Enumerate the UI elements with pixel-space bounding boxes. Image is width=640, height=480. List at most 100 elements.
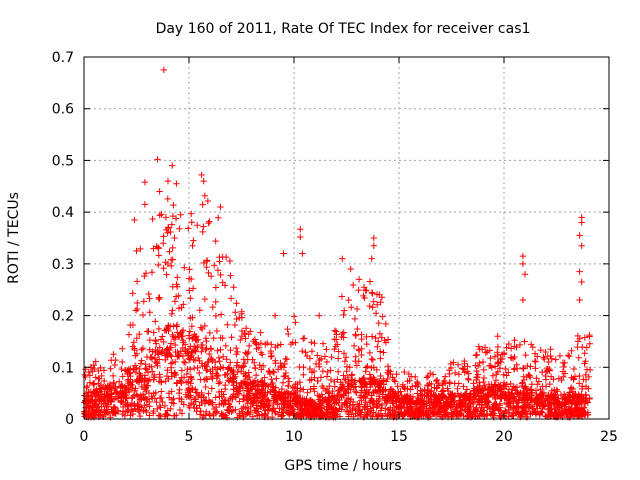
data-point <box>125 331 133 338</box>
data-point <box>187 314 194 322</box>
data-point <box>505 369 512 376</box>
data-point <box>404 385 411 392</box>
data-point <box>136 403 143 410</box>
data-point <box>216 378 224 386</box>
data-point <box>257 378 265 385</box>
data-point <box>258 351 266 358</box>
data-point <box>554 388 561 395</box>
data-point <box>383 378 390 385</box>
data-point <box>122 392 129 400</box>
data-point <box>384 363 392 370</box>
data-point <box>318 391 325 398</box>
data-point <box>324 368 331 376</box>
data-point <box>576 372 583 380</box>
data-point <box>181 341 189 348</box>
data-point <box>323 346 330 353</box>
data-point <box>507 380 514 388</box>
data-point <box>119 358 126 366</box>
data-point <box>568 405 575 413</box>
data-point <box>144 369 152 376</box>
data-point <box>98 395 105 403</box>
data-point <box>124 370 131 378</box>
data-point <box>521 271 529 278</box>
data-point <box>520 399 528 406</box>
data-point <box>175 333 183 340</box>
data-point <box>406 393 413 400</box>
data-point <box>341 307 348 314</box>
data-point <box>363 391 371 399</box>
data-point <box>393 371 400 378</box>
data-point <box>245 369 252 376</box>
data-point <box>350 342 358 350</box>
data-point <box>288 402 296 410</box>
data-point <box>366 278 374 285</box>
data-point <box>300 371 307 378</box>
data-point <box>272 409 279 417</box>
data-point <box>471 385 478 392</box>
data-point <box>380 349 387 356</box>
data-point <box>471 393 479 400</box>
data-point <box>534 394 541 402</box>
data-point <box>511 384 519 391</box>
data-point <box>355 358 363 365</box>
data-point <box>481 384 488 392</box>
data-point <box>397 388 404 395</box>
data-point <box>334 355 342 362</box>
data-point <box>129 321 137 329</box>
data-point <box>179 352 187 360</box>
data-point <box>171 298 179 305</box>
data-point <box>258 366 265 373</box>
data-point <box>473 367 480 375</box>
data-point <box>485 398 492 406</box>
data-point <box>438 394 445 402</box>
data-point <box>518 380 526 387</box>
data-point <box>523 373 530 381</box>
data-point <box>512 387 519 394</box>
data-point <box>141 201 149 208</box>
data-point <box>424 372 432 380</box>
data-point <box>85 368 92 376</box>
x-tick-label: 15 <box>390 429 408 445</box>
data-point <box>274 366 282 373</box>
data-point <box>175 352 182 359</box>
data-point <box>311 388 318 395</box>
data-point <box>217 271 224 279</box>
data-point <box>343 368 350 375</box>
data-point <box>163 226 170 234</box>
data-point <box>215 354 223 362</box>
data-point <box>331 345 338 353</box>
data-point <box>577 410 584 417</box>
data-point <box>221 397 228 404</box>
data-point <box>87 414 95 421</box>
data-point <box>547 406 555 413</box>
data-point <box>187 373 194 380</box>
data-point <box>290 398 298 405</box>
data-point <box>230 368 237 376</box>
data-point <box>213 327 221 335</box>
data-point <box>89 402 96 409</box>
data-point <box>377 381 384 388</box>
data-point <box>547 346 554 353</box>
data-point <box>506 399 513 406</box>
data-point <box>206 218 213 225</box>
data-point <box>352 332 360 340</box>
data-point <box>306 355 314 362</box>
data-point <box>372 310 380 317</box>
data-point <box>179 344 187 352</box>
data-point <box>188 348 196 355</box>
y-axis-label: ROTI / TECUs <box>6 192 22 284</box>
data-point <box>152 318 159 325</box>
data-point <box>347 398 354 405</box>
data-point <box>455 411 463 419</box>
data-point <box>380 387 387 394</box>
data-point <box>574 394 582 401</box>
data-point <box>238 405 246 412</box>
data-point <box>146 309 153 316</box>
data-point <box>266 401 273 409</box>
data-point <box>164 195 171 203</box>
data-point <box>110 351 117 358</box>
data-point <box>146 346 153 353</box>
data-point <box>331 400 338 407</box>
data-point <box>146 412 153 419</box>
